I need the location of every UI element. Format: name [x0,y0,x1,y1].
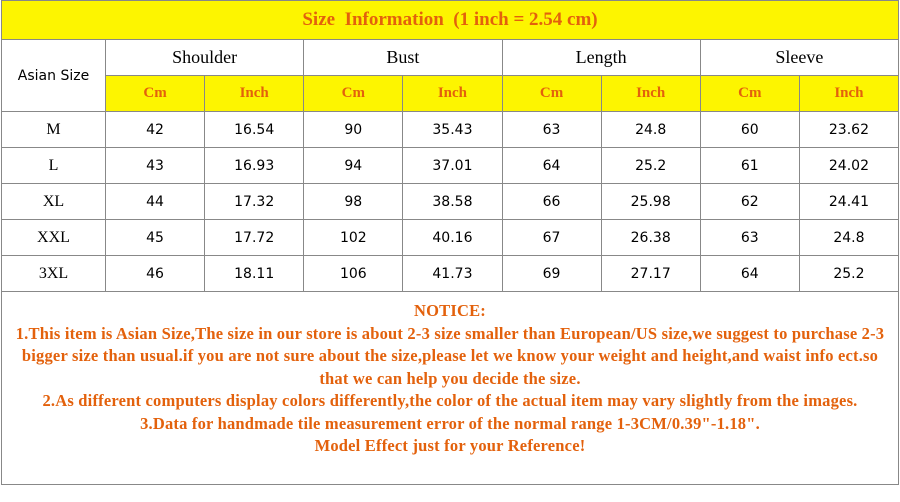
value-cell: 24.02 [798,147,900,184]
corner-header: Asian Size [1,39,106,112]
value-cell: 25.2 [600,147,701,184]
table-row: Cm Inch Cm Inch Cm Inch Cm Inch [2,75,900,112]
value-cell: 67 [501,219,602,256]
value-cell: 35.43 [402,111,503,148]
value-cell: 24.41 [798,183,900,220]
notice-item: Model Effect just for your Reference! [314,436,586,455]
group-header: Sleeve [699,39,900,76]
value-cell: 90 [303,111,404,148]
value-cell: 94 [303,147,404,184]
size-table: Size Information (1 inch = 2.54 cm) Asian… [1,0,900,485]
value-cell: 46 [104,255,206,292]
group-header: Length [501,39,701,76]
notice-item: 1.This item is Asian Size,The size in ou… [15,323,885,388]
value-cell: 106 [303,255,404,292]
unit-header: Inch [204,75,305,112]
unit-header: Inch [798,75,900,112]
value-cell: 45 [104,219,206,256]
size-cell: M [1,111,106,148]
value-cell: 63 [699,219,800,256]
group-header: Bust [303,39,503,76]
table-row: L 43 16.93 94 37.01 64 25.2 61 24.02 [1,147,900,184]
value-cell: 24.8 [600,111,701,148]
value-cell: 66 [501,183,602,220]
value-cell: 62 [699,183,800,220]
notice-heading: NOTICE: [414,301,486,320]
value-cell: 41.73 [402,255,503,292]
table-row: M 42 16.54 90 35.43 63 24.8 60 23.62 [1,111,900,148]
value-cell: 25.98 [600,183,701,220]
notice-item: 2.As different computers display colors … [42,391,858,410]
unit-header: Cm [699,75,800,112]
table-row: NOTICE: 1.This item is Asian Size,The siz… [1,291,899,485]
value-cell: 37.01 [402,147,503,184]
value-cell: 18.11 [204,255,305,292]
value-cell: 23.62 [798,111,900,148]
value-cell: 63 [501,111,602,148]
unit-header: Cm [104,75,206,112]
value-cell: 69 [501,255,602,292]
value-cell: 25.2 [798,255,900,292]
value-cell: 26.38 [600,219,701,256]
value-cell: 61 [699,147,800,184]
unit-header: Inch [600,75,701,112]
table-title: Size Information (1 inch = 2.54 cm) [1,0,899,40]
value-cell: 60 [699,111,800,148]
value-cell: 102 [303,219,404,256]
group-header: Shoulder [104,39,305,76]
notice: NOTICE: 1.This item is Asian Size,The siz… [1,291,899,485]
table-row: XXL 45 17.72 102 40.16 67 26.38 63 24.8 [1,219,900,256]
table-row: Asian Size Shoulder Bust Length Sleeve [1,39,900,112]
value-cell: 16.93 [204,147,305,184]
value-cell: 27.17 [600,255,701,292]
table-row: Size Information (1 inch = 2.54 cm) [1,0,899,40]
unit-header: Inch [402,75,503,112]
unit-header: Cm [303,75,404,112]
size-cell: 3XL [1,255,106,292]
size-cell: XXL [1,219,106,256]
value-cell: 64 [501,147,602,184]
value-cell: 42 [104,111,206,148]
size-cell: L [1,147,106,184]
value-cell: 24.8 [798,219,900,256]
notice-item: 3.Data for handmade tile measurement err… [140,413,760,433]
value-cell: 98 [303,183,404,220]
value-cell: 17.72 [204,219,305,256]
unit-header: Cm [501,75,602,112]
value-cell: 40.16 [402,219,503,256]
value-cell: 16.54 [204,111,305,148]
size-cell: XL [1,183,106,220]
value-cell: 38.58 [402,183,503,220]
value-cell: 43 [104,147,206,184]
table-row: 3XL 46 18.11 106 41.73 69 27.17 64 25.2 [1,255,900,292]
value-cell: 44 [104,183,206,220]
value-cell: 64 [699,255,800,292]
value-cell: 17.32 [204,183,305,220]
table-row: XL 44 17.32 98 38.58 66 25.98 62 24.41 [1,183,900,220]
